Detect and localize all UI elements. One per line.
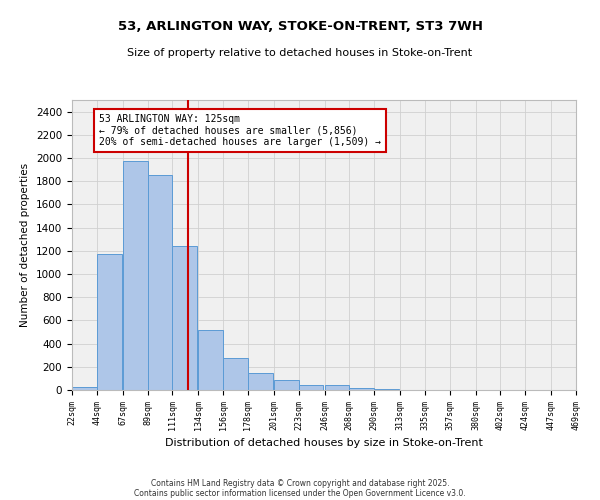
Bar bbox=[248, 372, 272, 390]
Text: Contains HM Land Registry data © Crown copyright and database right 2025.: Contains HM Land Registry data © Crown c… bbox=[151, 478, 449, 488]
Bar bbox=[172, 246, 197, 390]
Text: Contains public sector information licensed under the Open Government Licence v3: Contains public sector information licen… bbox=[134, 488, 466, 498]
Bar bbox=[349, 388, 374, 390]
X-axis label: Distribution of detached houses by size in Stoke-on-Trent: Distribution of detached houses by size … bbox=[165, 438, 483, 448]
Bar bbox=[274, 380, 299, 390]
Text: 53, ARLINGTON WAY, STOKE-ON-TRENT, ST3 7WH: 53, ARLINGTON WAY, STOKE-ON-TRENT, ST3 7… bbox=[118, 20, 482, 33]
Bar bbox=[223, 358, 248, 390]
Bar bbox=[123, 161, 148, 390]
Bar bbox=[72, 386, 97, 390]
Bar bbox=[325, 386, 349, 390]
Bar bbox=[97, 254, 122, 390]
Text: Size of property relative to detached houses in Stoke-on-Trent: Size of property relative to detached ho… bbox=[127, 48, 473, 58]
Text: 53 ARLINGTON WAY: 125sqm
← 79% of detached houses are smaller (5,856)
20% of sem: 53 ARLINGTON WAY: 125sqm ← 79% of detach… bbox=[99, 114, 381, 147]
Bar bbox=[299, 385, 323, 390]
Bar bbox=[148, 175, 172, 390]
Y-axis label: Number of detached properties: Number of detached properties bbox=[20, 163, 31, 327]
Bar bbox=[198, 330, 223, 390]
